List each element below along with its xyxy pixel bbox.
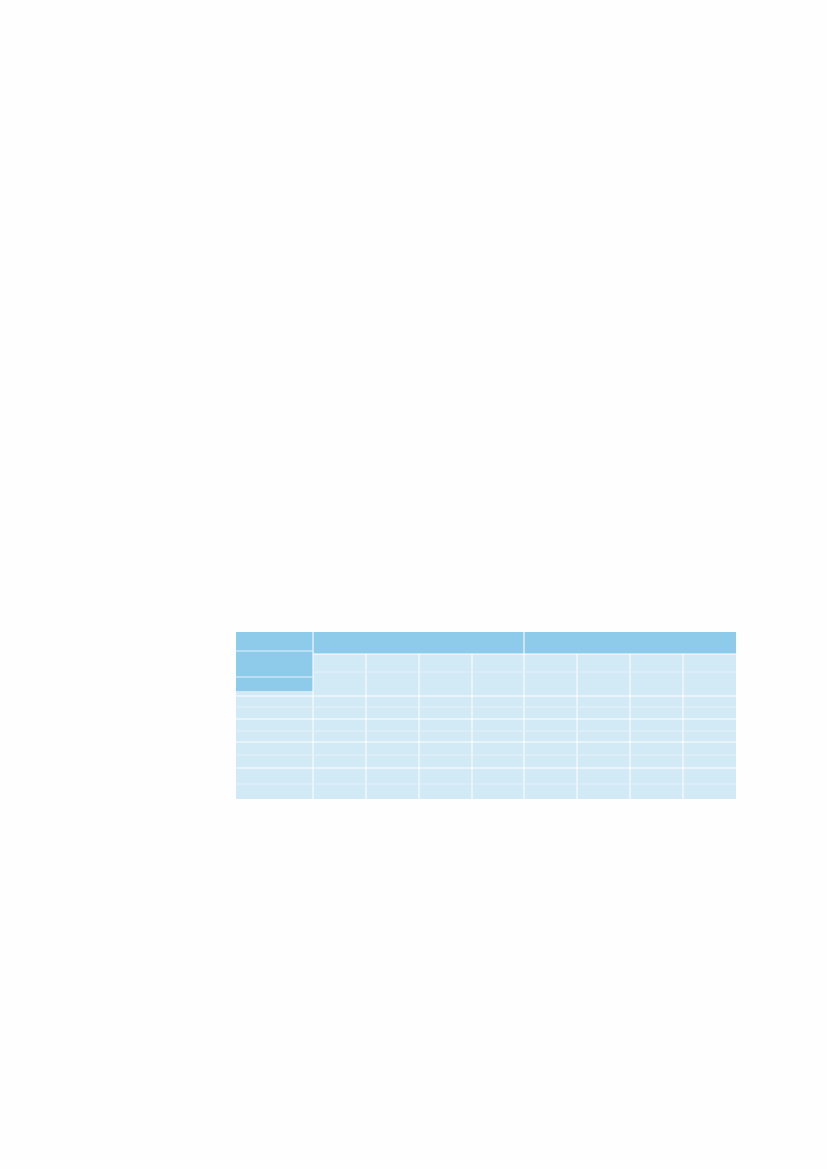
header-row [236,632,736,654]
corner-header-cell [236,632,313,691]
table-body [236,632,736,799]
grid-lines [236,632,736,799]
